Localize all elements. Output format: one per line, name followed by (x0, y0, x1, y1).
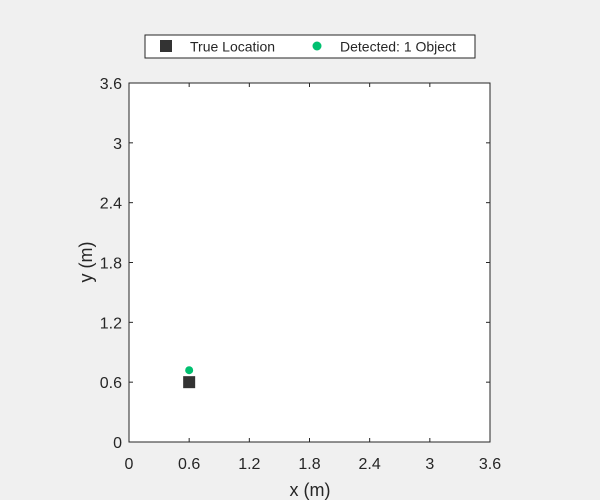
y-axis-tick-labels: 0 0.6 1.2 1.8 2.4 3 3.6 (100, 76, 122, 452)
legend-box (144, 34, 476, 59)
plot-area (129, 83, 490, 442)
x-tick-label: 1.8 (298, 456, 320, 473)
legend-detected-label: Detected: 1 Object (340, 39, 456, 55)
x-tick-label: 0.6 (178, 456, 200, 473)
x-tick-label: 0 (125, 456, 134, 473)
y-tick-label: 1.2 (100, 315, 122, 332)
y-tick-label: 2.4 (100, 196, 122, 213)
legend-true-location-marker (160, 40, 172, 52)
x-tick-label: 1.2 (238, 456, 260, 473)
y-tick-label: 3.6 (100, 76, 122, 93)
y-tick-label: 1.8 (100, 256, 122, 273)
axes-box (128, 82, 491, 443)
data-marks (183, 366, 196, 389)
x-tick-label: 3 (425, 456, 434, 473)
x-tick-label: 2.4 (359, 456, 381, 473)
true-location-point (183, 376, 196, 389)
x-axis-label: x (m) (290, 480, 331, 500)
legend: True Location Detected: 1 Object (144, 34, 476, 59)
y-tick-label: 0.6 (100, 375, 122, 392)
x-tick-label: 3.6 (479, 456, 501, 473)
y-tick-label: 3 (113, 136, 122, 153)
x-axis-tick-labels: 0 0.6 1.2 1.8 2.4 3 3.6 (125, 456, 502, 473)
legend-detected-marker (312, 41, 322, 51)
y-axis-label: y (m) (76, 242, 96, 283)
y-tick-label: 0 (113, 435, 122, 452)
legend-true-location-label: True Location (190, 39, 275, 55)
detected-object-point (185, 366, 194, 375)
